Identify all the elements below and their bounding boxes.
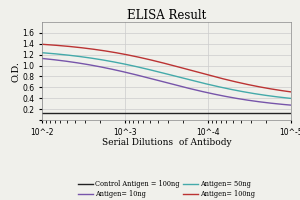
Antigen= 10ng: [221, 95, 225, 97]
Line: Antigen= 100ng: Antigen= 100ng: [42, 44, 291, 92]
Antigen= 100ng: [289, 91, 293, 93]
Antigen= 100ng: [139, 56, 142, 59]
Line: Antigen= 50ng: Antigen= 50ng: [42, 53, 291, 98]
Antigen= 50ng: [220, 86, 224, 89]
Antigen= 10ng: [197, 89, 200, 92]
Control Antigen = 100ng: [220, 112, 224, 115]
Antigen= 100ng: [197, 71, 200, 74]
Line: Antigen= 10ng: Antigen= 10ng: [42, 58, 291, 105]
Antigen= 50ng: [70, 54, 74, 57]
Antigen= 10ng: [70, 61, 74, 63]
Antigen= 10ng: [139, 75, 142, 77]
Title: ELISA Result: ELISA Result: [127, 9, 206, 22]
Control Antigen = 100ng: [197, 112, 200, 115]
Antigen= 50ng: [289, 97, 293, 100]
Antigen= 100ng: [121, 53, 125, 55]
Antigen= 100ng: [40, 43, 44, 45]
Legend: Control Antigen = 100ng, Antigen= 10ng, Antigen= 50ng, Antigen= 100ng: Control Antigen = 100ng, Antigen= 10ng, …: [76, 177, 257, 200]
X-axis label: Serial Dilutions  of Antibody: Serial Dilutions of Antibody: [102, 138, 231, 147]
Antigen= 50ng: [139, 66, 142, 69]
Antigen= 50ng: [40, 52, 44, 54]
Control Antigen = 100ng: [121, 112, 125, 115]
Antigen= 10ng: [220, 94, 224, 97]
Control Antigen = 100ng: [221, 112, 225, 115]
Antigen= 10ng: [289, 104, 293, 106]
Antigen= 100ng: [70, 46, 74, 48]
Control Antigen = 100ng: [70, 112, 74, 115]
Control Antigen = 100ng: [289, 112, 293, 115]
Antigen= 50ng: [121, 63, 125, 65]
Control Antigen = 100ng: [139, 112, 142, 115]
Antigen= 10ng: [40, 57, 44, 60]
Antigen= 100ng: [221, 78, 225, 80]
Antigen= 10ng: [121, 71, 125, 73]
Antigen= 50ng: [221, 86, 225, 89]
Antigen= 50ng: [197, 81, 200, 83]
Control Antigen = 100ng: [40, 112, 44, 115]
Antigen= 100ng: [220, 77, 224, 80]
Y-axis label: O.D.: O.D.: [12, 60, 21, 82]
